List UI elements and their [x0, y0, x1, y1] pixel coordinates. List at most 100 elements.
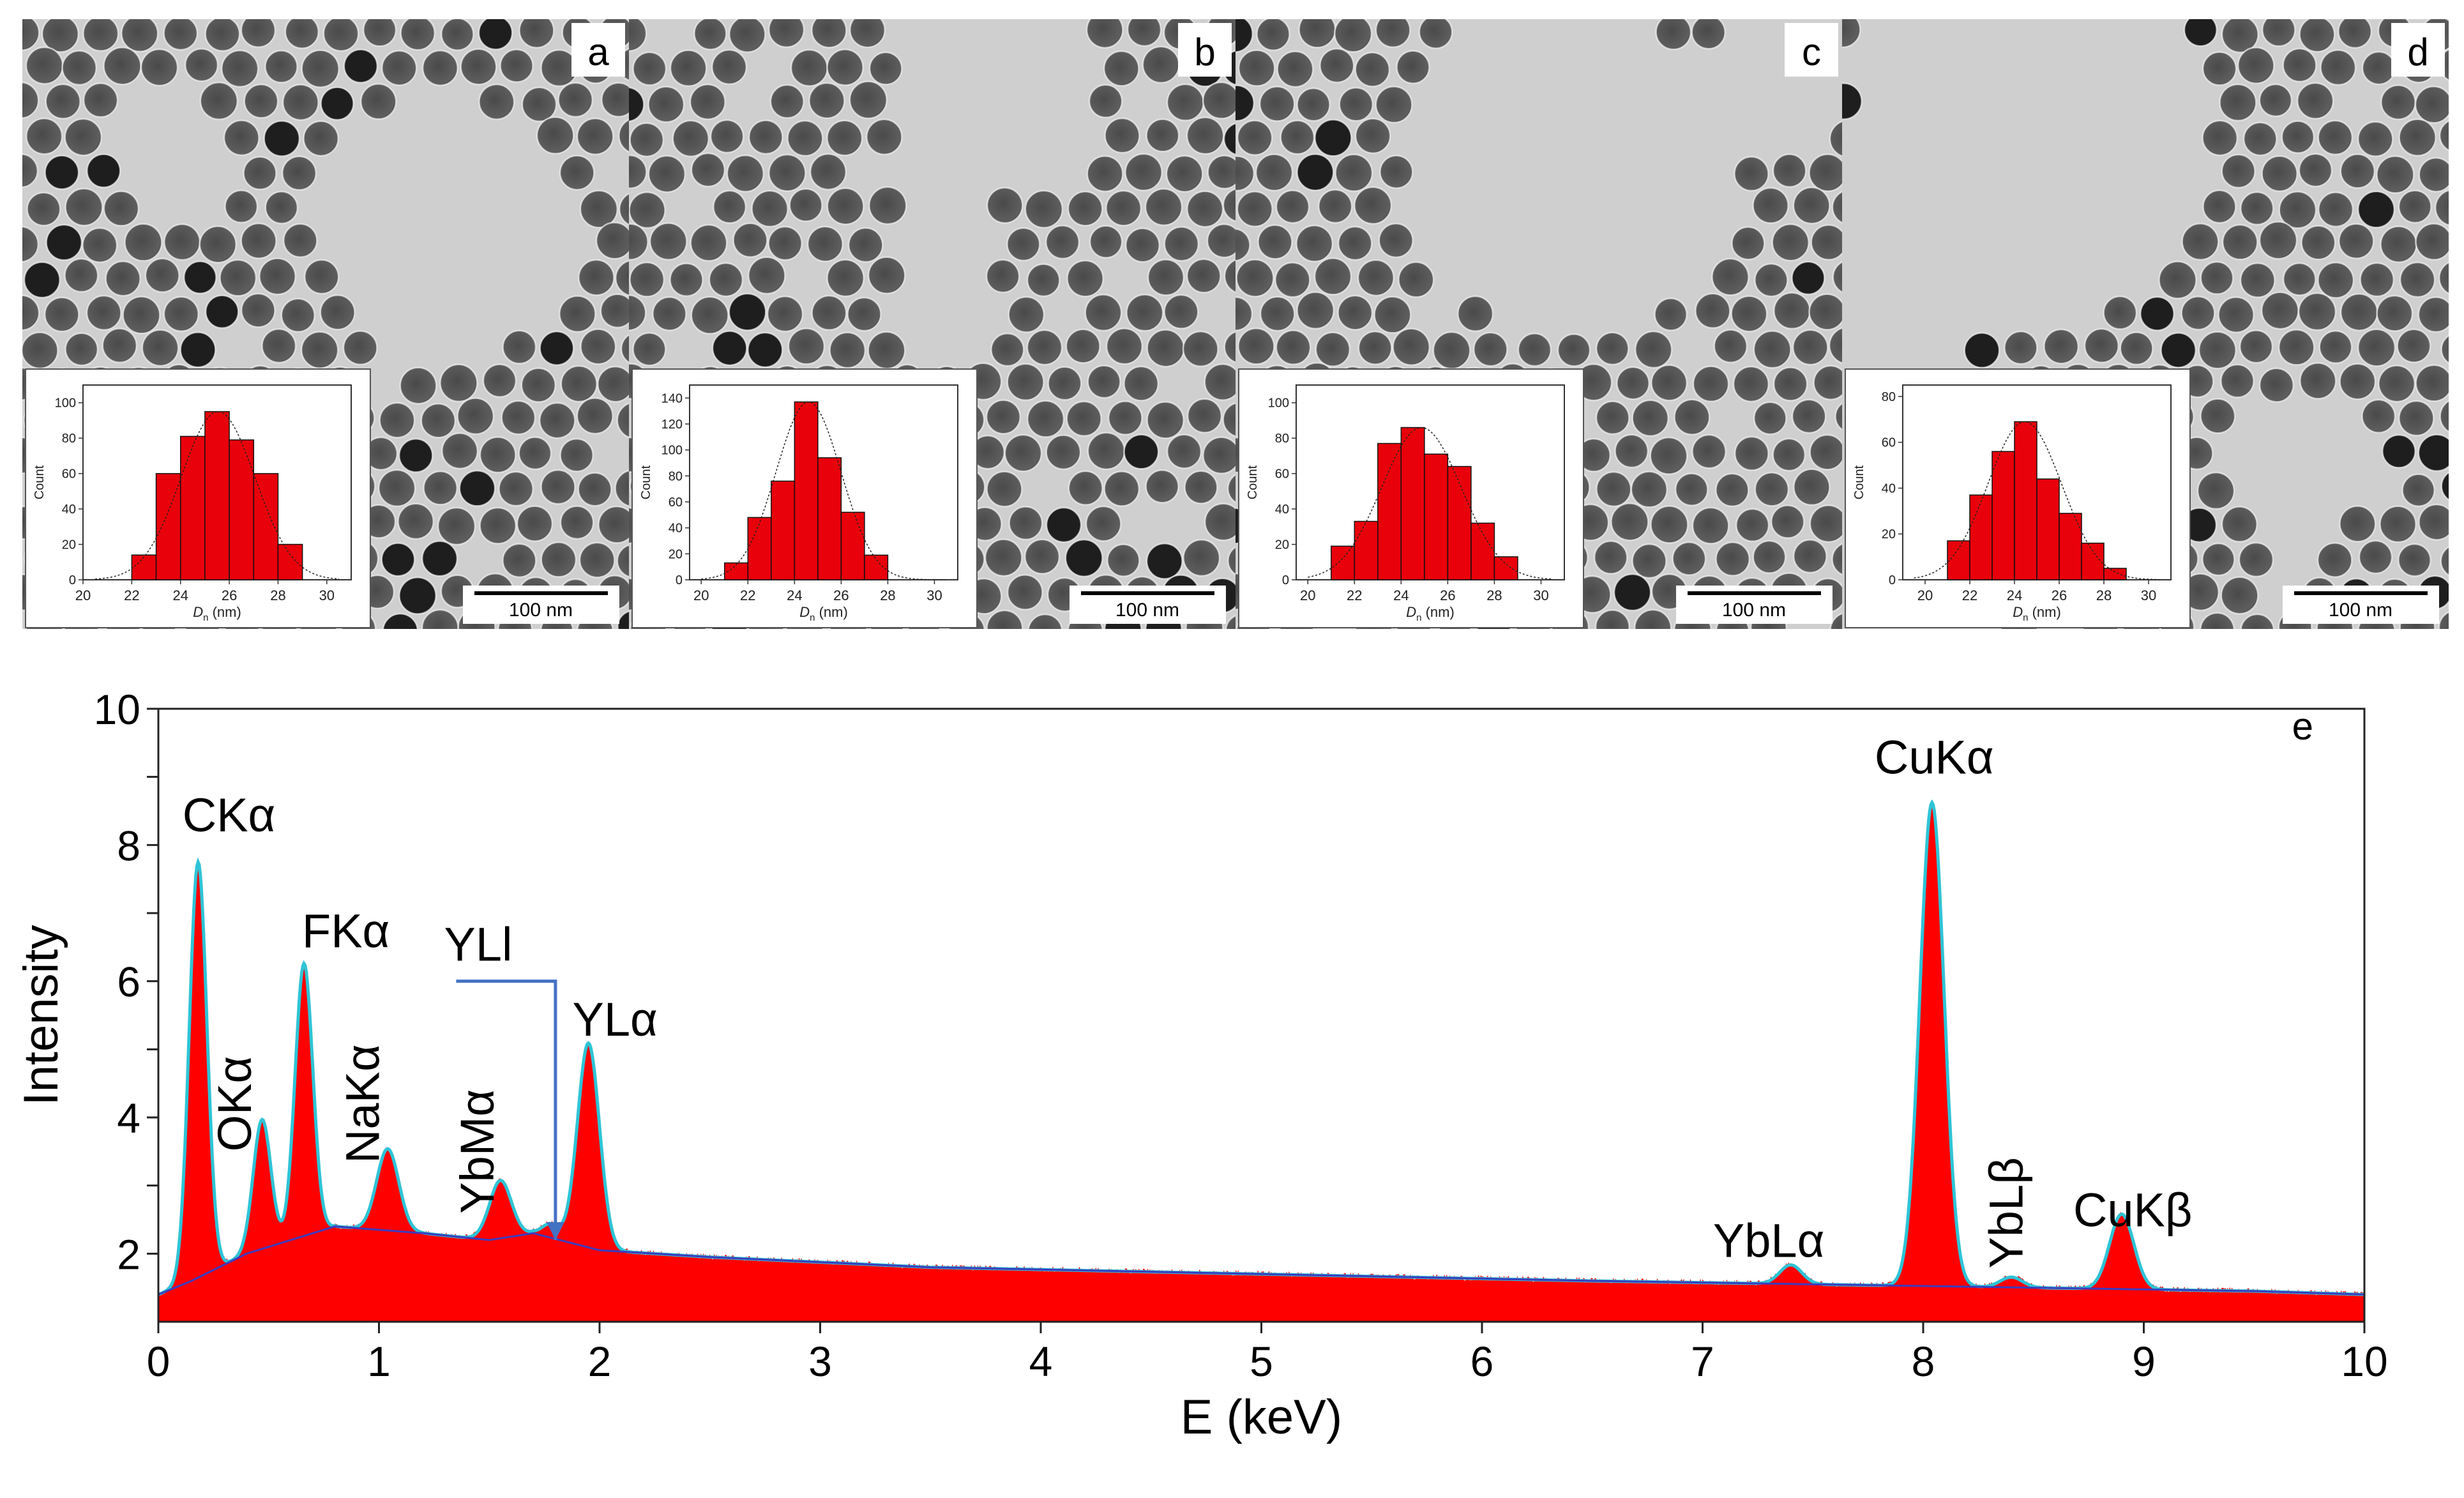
nanoparticle — [1793, 468, 1831, 506]
y-tick-label: 20 — [1275, 538, 1289, 552]
nanoparticle — [163, 296, 199, 332]
nanoparticle — [2181, 222, 2219, 261]
nanoparticle — [867, 256, 906, 294]
nanoparticle — [1691, 19, 1726, 50]
x-axis-label: Dn (nm) — [193, 604, 241, 623]
nanoparticle — [984, 538, 1023, 577]
nanoparticle — [1808, 153, 1842, 192]
nanoparticle — [2438, 261, 2449, 295]
nanoparticle — [2221, 223, 2258, 261]
nanoparticle — [1065, 328, 1101, 364]
nanoparticle — [1296, 87, 1331, 122]
y-tick-label: 0 — [1889, 573, 1896, 587]
nanoparticle — [2318, 330, 2353, 364]
nanoparticle — [2181, 296, 2216, 331]
histogram-bar — [1354, 520, 1379, 580]
y-tick-label: 8 — [117, 822, 140, 869]
nanoparticle — [1225, 614, 1236, 629]
nanoparticle — [2415, 364, 2449, 402]
nanoparticle — [2196, 471, 2235, 510]
nanoparticle — [501, 400, 536, 435]
nanoparticle — [2338, 223, 2375, 259]
nanoparticle — [1104, 117, 1140, 154]
nanoparticle — [2378, 365, 2416, 403]
nanoparticle — [64, 188, 103, 227]
nanoparticle — [1182, 330, 1219, 367]
nanoparticle — [711, 49, 748, 85]
nanoparticle — [421, 540, 458, 577]
nanoparticle — [219, 259, 257, 297]
nanoparticle — [1296, 224, 1334, 262]
nanoparticle — [559, 437, 594, 473]
nanoparticle — [2317, 119, 2354, 156]
nanoparticle — [1752, 186, 1789, 224]
nanoparticle — [2418, 157, 2449, 193]
nanoparticle — [1163, 226, 1200, 262]
x-tick-label: 28 — [880, 587, 895, 603]
x-label-subscript: n — [2023, 612, 2028, 623]
nanoparticle — [1088, 84, 1123, 119]
nanoparticle — [1147, 259, 1185, 296]
x-tick-label: 22 — [1347, 587, 1362, 603]
nanoparticle — [261, 328, 297, 364]
nanoparticle — [732, 222, 768, 258]
nanoparticle — [1674, 473, 1709, 506]
background-line — [158, 1225, 2365, 1296]
nanoparticle — [1236, 259, 1274, 298]
nanoparticle — [141, 329, 179, 367]
nanoparticle — [1842, 19, 1861, 49]
nanoparticle — [1202, 81, 1236, 119]
nanoparticle — [26, 192, 61, 227]
histogram-bar — [2081, 542, 2105, 580]
nanoparticle — [1163, 294, 1199, 329]
x-tick-label: 22 — [1962, 587, 1977, 603]
nanoparticle — [184, 48, 219, 82]
histogram-bar — [2014, 421, 2037, 580]
histogram-bar — [1400, 427, 1425, 580]
peak-label: NaKα — [336, 1044, 389, 1163]
nanoparticle — [2221, 19, 2259, 54]
nanoparticle — [1085, 505, 1122, 542]
nanoparticle — [1354, 52, 1391, 87]
histogram-inset-b: 20 22 24 26 28 30 0 20 40 60 80 100 120 140 Dn (nm) Cou… — [631, 368, 978, 628]
nanoparticle — [2278, 329, 2315, 366]
nanoparticle — [86, 294, 122, 331]
nanoparticle — [1067, 190, 1103, 227]
nanoparticle — [498, 471, 534, 507]
nanoparticle — [1375, 19, 1411, 49]
nanoparticle — [1730, 295, 1768, 333]
eds-spectrum-chart: 0 1 2 3 4 5 6 7 8 9 10 2 4 6 8 10 E (keV) Intensity e CKα FK… — [14, 686, 2388, 1444]
nanoparticle — [518, 436, 552, 471]
nanoparticle — [616, 544, 629, 578]
nanoparticle — [669, 262, 704, 297]
nanoparticle — [690, 296, 729, 335]
nanoparticle — [1146, 329, 1185, 368]
nanoparticle — [629, 86, 645, 123]
histogram-bar — [1493, 556, 1518, 580]
panel-label: a — [587, 31, 609, 73]
histogram-inset-c: 20 22 24 26 28 30 0 20 40 60 80 100 Dn (nm) Count — [1238, 368, 1584, 628]
peak-label: CuKα — [1875, 730, 1994, 783]
nanoparticle — [1184, 470, 1218, 504]
nanoparticle — [379, 402, 416, 439]
nanoparticle — [1595, 331, 1629, 366]
nanoparticle — [693, 19, 727, 50]
nanoparticle — [1045, 434, 1082, 470]
nanoparticle — [1274, 262, 1311, 298]
nanoparticle — [1313, 257, 1352, 296]
nanoparticle — [362, 19, 397, 47]
nanoparticle — [1222, 188, 1236, 222]
nanoparticle — [1773, 292, 1811, 330]
nanoparticle — [61, 50, 97, 86]
nanoparticle — [320, 86, 354, 121]
nanoparticle — [479, 436, 517, 474]
nanoparticle — [578, 541, 616, 579]
x-label-unit: (nm) — [1421, 604, 1454, 620]
nanoparticle — [263, 120, 301, 157]
scale-bar-label: 100 nm — [509, 600, 573, 621]
nanoparticle — [2200, 261, 2234, 295]
nanoparticle — [64, 117, 103, 156]
nanoparticle — [2358, 540, 2393, 575]
nanoparticle — [1204, 363, 1236, 401]
nanoparticle — [614, 260, 629, 296]
